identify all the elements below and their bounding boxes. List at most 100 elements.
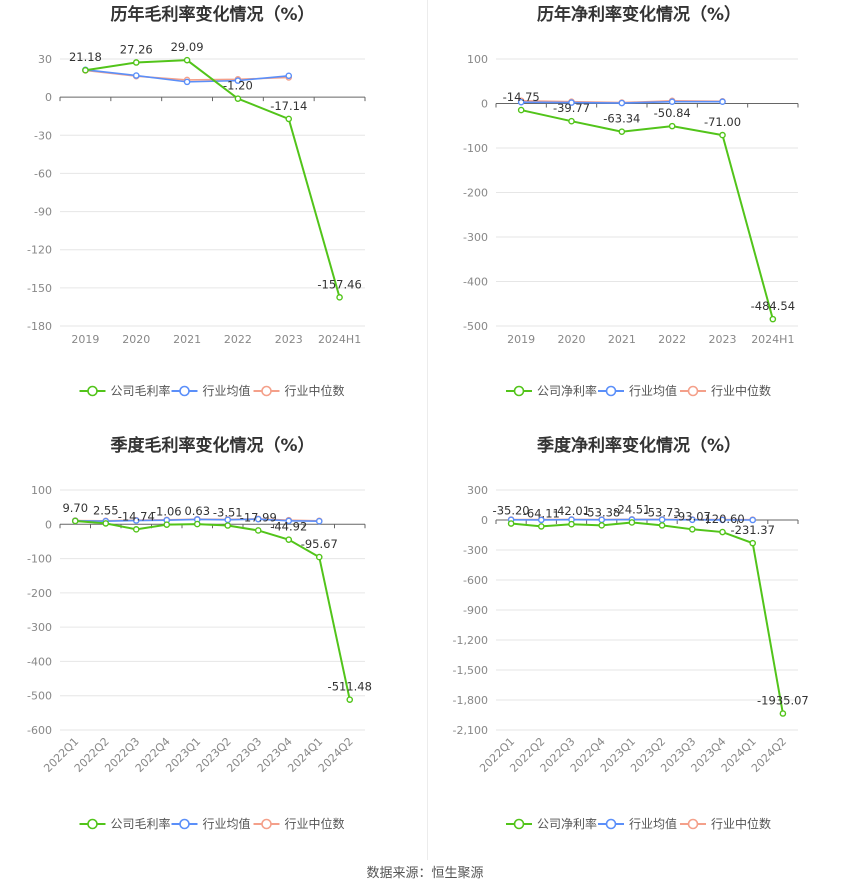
- y-tick-label: 30: [38, 53, 52, 66]
- data-point-mean: [538, 516, 545, 524]
- data-point-company: [82, 66, 89, 74]
- data-label: -44.92: [270, 520, 307, 534]
- legend-item-mean[interactable]: 行业均值: [171, 383, 251, 398]
- data-label: -50.84: [654, 106, 691, 120]
- y-tick-label: 0: [45, 518, 52, 531]
- data-label: -95.67: [301, 537, 338, 551]
- x-tick-label: 2024H1: [751, 333, 794, 346]
- data-point-company: [628, 519, 636, 526]
- y-tick-label: -150: [27, 282, 52, 295]
- legend-item-company[interactable]: 公司净利率: [506, 816, 597, 831]
- data-source-note: 数据来源：恒生聚源: [366, 866, 484, 881]
- y-tick-label: -30: [34, 129, 52, 142]
- data-point-company: [598, 522, 605, 529]
- legend-item-median[interactable]: 行业中位数: [253, 383, 345, 398]
- data-point-company: [315, 553, 323, 561]
- x-tick-label: 2023: [275, 333, 303, 346]
- legend-label: 行业中位数: [285, 383, 345, 398]
- legend-label: 公司净利率: [537, 816, 597, 831]
- legend-item-company[interactable]: 公司净利率: [506, 383, 597, 398]
- data-point-company: [71, 517, 79, 525]
- y-tick-label: -1,800: [453, 694, 488, 707]
- legend-marker: [513, 818, 525, 830]
- data-label: 9.70: [62, 501, 88, 515]
- data-label: -93.07: [674, 509, 711, 523]
- data-label: -71.00: [704, 115, 741, 129]
- x-tick-label: 2022: [224, 333, 252, 346]
- legend-item-median[interactable]: 行业中位数: [680, 816, 771, 831]
- y-tick-label: -300: [463, 544, 488, 557]
- legend-marker: [179, 818, 190, 830]
- legend-item-mean[interactable]: 行业均值: [598, 816, 677, 831]
- y-tick-label: -100: [27, 553, 52, 566]
- data-point-company: [749, 539, 757, 547]
- y-tick-label: -1,500: [453, 664, 488, 677]
- legend-item-mean[interactable]: 行业均值: [598, 383, 677, 398]
- data-point-company: [102, 520, 110, 527]
- data-point-company: [183, 56, 191, 64]
- data-point-company: [234, 95, 242, 102]
- data-point-company: [224, 522, 232, 529]
- y-tick-label: -600: [27, 724, 52, 737]
- legend-marker: [261, 818, 272, 830]
- data-point-company: [668, 122, 676, 130]
- data-point-mean: [719, 98, 726, 106]
- data-point-company: [163, 521, 171, 528]
- data-point-company: [285, 536, 293, 543]
- legend-label: 行业中位数: [711, 383, 771, 398]
- series-line-company: [511, 521, 784, 714]
- legend-label: 行业均值: [203, 816, 251, 831]
- data-label: -231.37: [731, 523, 775, 537]
- data-point-company: [254, 527, 262, 534]
- y-tick-label: -900: [463, 604, 488, 617]
- x-tick-label: 2019: [71, 333, 99, 346]
- legend-label: 行业中位数: [711, 816, 771, 831]
- data-label: -39.77: [553, 101, 590, 115]
- y-tick-label: -120: [27, 244, 52, 257]
- series-line-company: [75, 519, 351, 700]
- y-tick-label: -500: [27, 690, 52, 703]
- data-point-mean: [315, 517, 323, 525]
- x-tick-label: 2021: [608, 333, 636, 346]
- chart-panel-annual-net-margin: 历年净利率变化情况（%） 100 0 -100 -200 -300 -400 -500 2019…: [428, 0, 850, 418]
- data-point-company: [618, 128, 626, 135]
- data-point-mean: [568, 99, 575, 106]
- data-label: -3.51: [213, 505, 243, 519]
- data-point-company: [507, 520, 515, 527]
- y-tick-label: 0: [45, 91, 52, 104]
- legend-item-company[interactable]: 公司毛利率: [79, 383, 171, 398]
- chart-svg: 历年毛利率变化情况（%） 30 0 -30 -60 -90 -120 -150 -180 2019…: [27, 4, 366, 398]
- data-label: -1.06: [152, 505, 182, 519]
- y-tick-label: -400: [463, 276, 488, 289]
- data-label: -17.14: [270, 99, 307, 113]
- chart-title: 季度净利率变化情况（%）: [537, 435, 741, 456]
- data-label: -17.99: [240, 510, 277, 524]
- data-label: -53.73: [644, 505, 681, 519]
- chart-svg: 历年净利率变化情况（%） 100 0 -100 -200 -300 -400 -500 2019…: [463, 4, 799, 398]
- data-label: -63.34: [603, 112, 640, 126]
- x-tick-label: 2020: [558, 333, 586, 346]
- legend-item-median[interactable]: 行业中位数: [253, 816, 345, 831]
- y-tick-label: -300: [463, 231, 488, 244]
- data-point-mean: [668, 98, 676, 106]
- data-point-company: [285, 115, 293, 123]
- data-point-company: [568, 520, 575, 528]
- legend-item-median[interactable]: 行业中位数: [680, 383, 771, 398]
- legend-marker: [687, 385, 699, 397]
- data-point-company: [336, 294, 343, 301]
- data-label: 21.18: [69, 50, 102, 64]
- legend-item-mean[interactable]: 行业均值: [171, 816, 251, 831]
- vertical-divider: [427, 0, 428, 860]
- data-point-mean: [183, 78, 191, 86]
- chart-title: 历年净利率变化情况（%）: [537, 4, 741, 25]
- legend-item-company[interactable]: 公司毛利率: [79, 816, 171, 831]
- data-point-company: [517, 106, 525, 114]
- data-label: -120.60: [700, 512, 744, 526]
- y-tick-label: -60: [34, 167, 52, 180]
- data-point-company: [658, 522, 666, 529]
- data-label: 27.26: [120, 42, 153, 56]
- legend-marker: [687, 818, 699, 830]
- data-point-mean: [285, 517, 293, 525]
- chart-svg: 季度净利率变化情况（%） 300 0 -300 -600 -900 -1,200 -1,500…: [453, 435, 809, 831]
- x-tick-label: 2019: [507, 333, 535, 346]
